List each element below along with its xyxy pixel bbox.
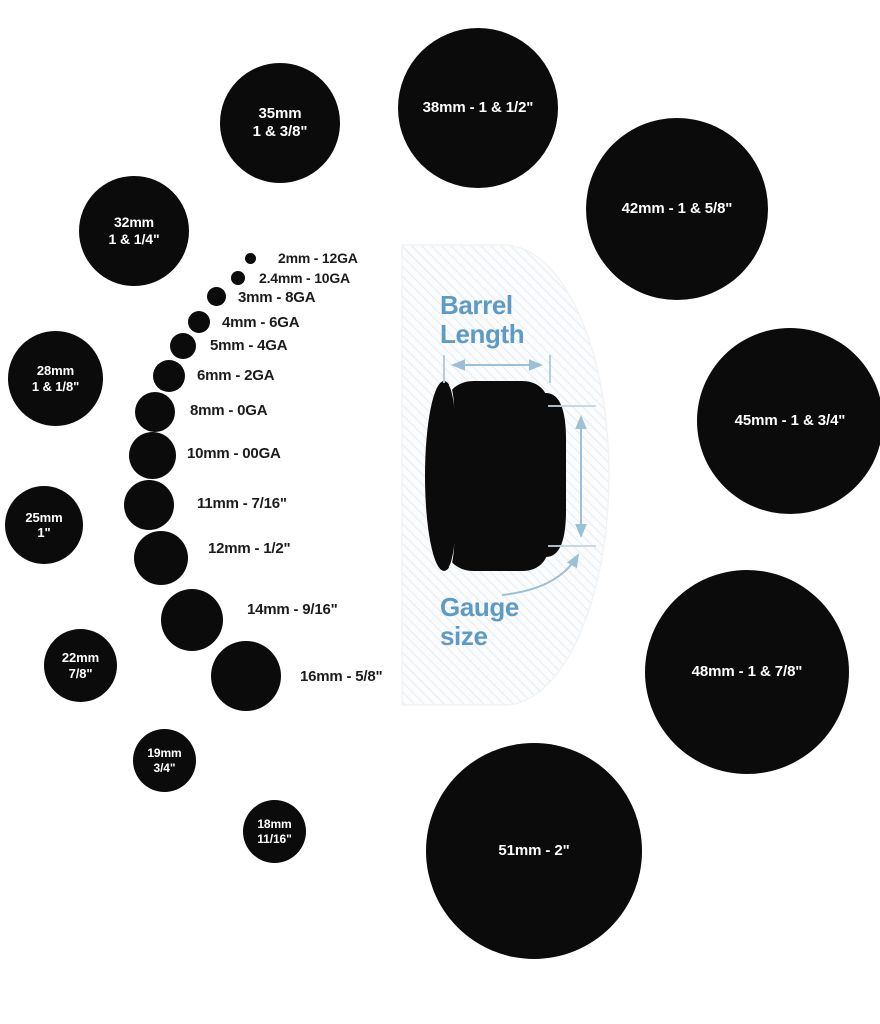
gauge-size-text: 2mm - 12GA [278,250,358,266]
gauge-size-text: 16mm - 5/8" [300,668,383,685]
gauge-size-line2: size [440,621,488,652]
size-circle-label-mm: 18mm [257,817,292,832]
size-circle-label-inch: 1 & 1/4" [108,231,160,247]
size-circle-label-inch: 1 & 3/8" [252,123,308,140]
gauge-dot [231,270,245,285]
size-circle-32mm: 32mm 1 & 1/4" [79,176,189,286]
size-circle-22mm: 22mm 7/8" [44,629,117,702]
gauge-dot [188,311,210,333]
gauge-dot [169,332,196,359]
size-circle-label: 48mm - 1 & 7/8" [691,663,803,681]
barrel-length-line1: Barrel [440,290,513,320]
size-circle-label-mm: 28mm [36,363,75,379]
gauge-dot [161,589,223,651]
dimension-annotations [443,355,596,596]
gauge-dot [206,287,226,306]
center-illustration: Barrel Length Gauge size [398,243,612,707]
size-circle-label: 38mm - 1 & 1/2" [422,99,534,117]
gauge-dot [134,531,188,585]
size-circle-28mm: 28mm 1 & 1/8" [8,331,103,426]
size-circle-51mm: 51mm - 2" [426,743,642,959]
size-circle-45mm: 45mm - 1 & 3/4" [697,328,880,514]
size-circle-label-mm: 19mm [147,746,182,761]
size-circle-38mm: 38mm - 1 & 1/2" [398,28,558,188]
size-circle-label-mm: 32mm [113,214,155,231]
gauge-size-text: 2.4mm - 10GA [259,270,350,286]
gauge-size-text: 8mm - 0GA [190,402,268,419]
gauge-size-text: 14mm - 9/16" [247,601,338,618]
gauge-size-text: 4mm - 6GA [222,314,300,331]
size-circle-label: 51mm - 2" [498,842,570,860]
gauge-dot [211,641,281,711]
gauge-dot [245,252,256,264]
size-circle-label: 42mm - 1 & 5/8" [621,200,733,218]
gauge-size-text: 10mm - 00GA [187,445,281,462]
size-circle-label-mm: 22mm [61,650,100,666]
size-circle-48mm: 48mm - 1 & 7/8" [645,570,849,774]
gauge-size-text: 3mm - 8GA [238,289,316,306]
size-circle-label-mm: 25mm [25,509,63,525]
gauge-size-label: Gauge size [440,592,519,652]
gauge-dot [124,480,174,530]
tunnel-plug-icon [425,381,566,571]
gauge-size-text: 11mm - 7/16" [197,495,287,512]
gauge-size-text: 5mm - 4GA [210,337,288,354]
size-circle-18mm: 18mm 11/16" [243,800,306,863]
size-circle-35mm: 35mm 1 & 3/8" [220,63,340,183]
barrel-length-line2: Length [440,319,525,350]
size-circle-label: 45mm - 1 & 3/4" [734,412,846,430]
size-circle-label-inch: 3/4" [153,760,176,775]
size-circle-42mm: 42mm - 1 & 5/8" [586,118,768,300]
gauge-dot [135,392,175,432]
size-circle-label-mm: 35mm [258,105,302,123]
gauge-size-line1: Gauge [440,592,519,622]
size-circle-label-inch: 1" [37,525,51,540]
size-circle-label-inch: 11/16" [257,831,292,846]
gauge-size-text: 6mm - 2GA [197,367,275,384]
size-circle-19mm: 19mm 3/4" [133,729,196,792]
gauge-size-text: 12mm - 1/2" [208,540,291,557]
size-circle-label-inch: 1 & 1/8" [31,378,80,394]
gauge-dot [128,431,176,479]
size-circle-25mm: 25mm 1" [5,486,83,564]
barrel-length-label: Barrel Length [440,290,525,350]
gauge-dot [153,360,185,392]
size-circle-label-inch: 7/8" [68,665,93,681]
curved-arrow-icon [501,553,580,596]
